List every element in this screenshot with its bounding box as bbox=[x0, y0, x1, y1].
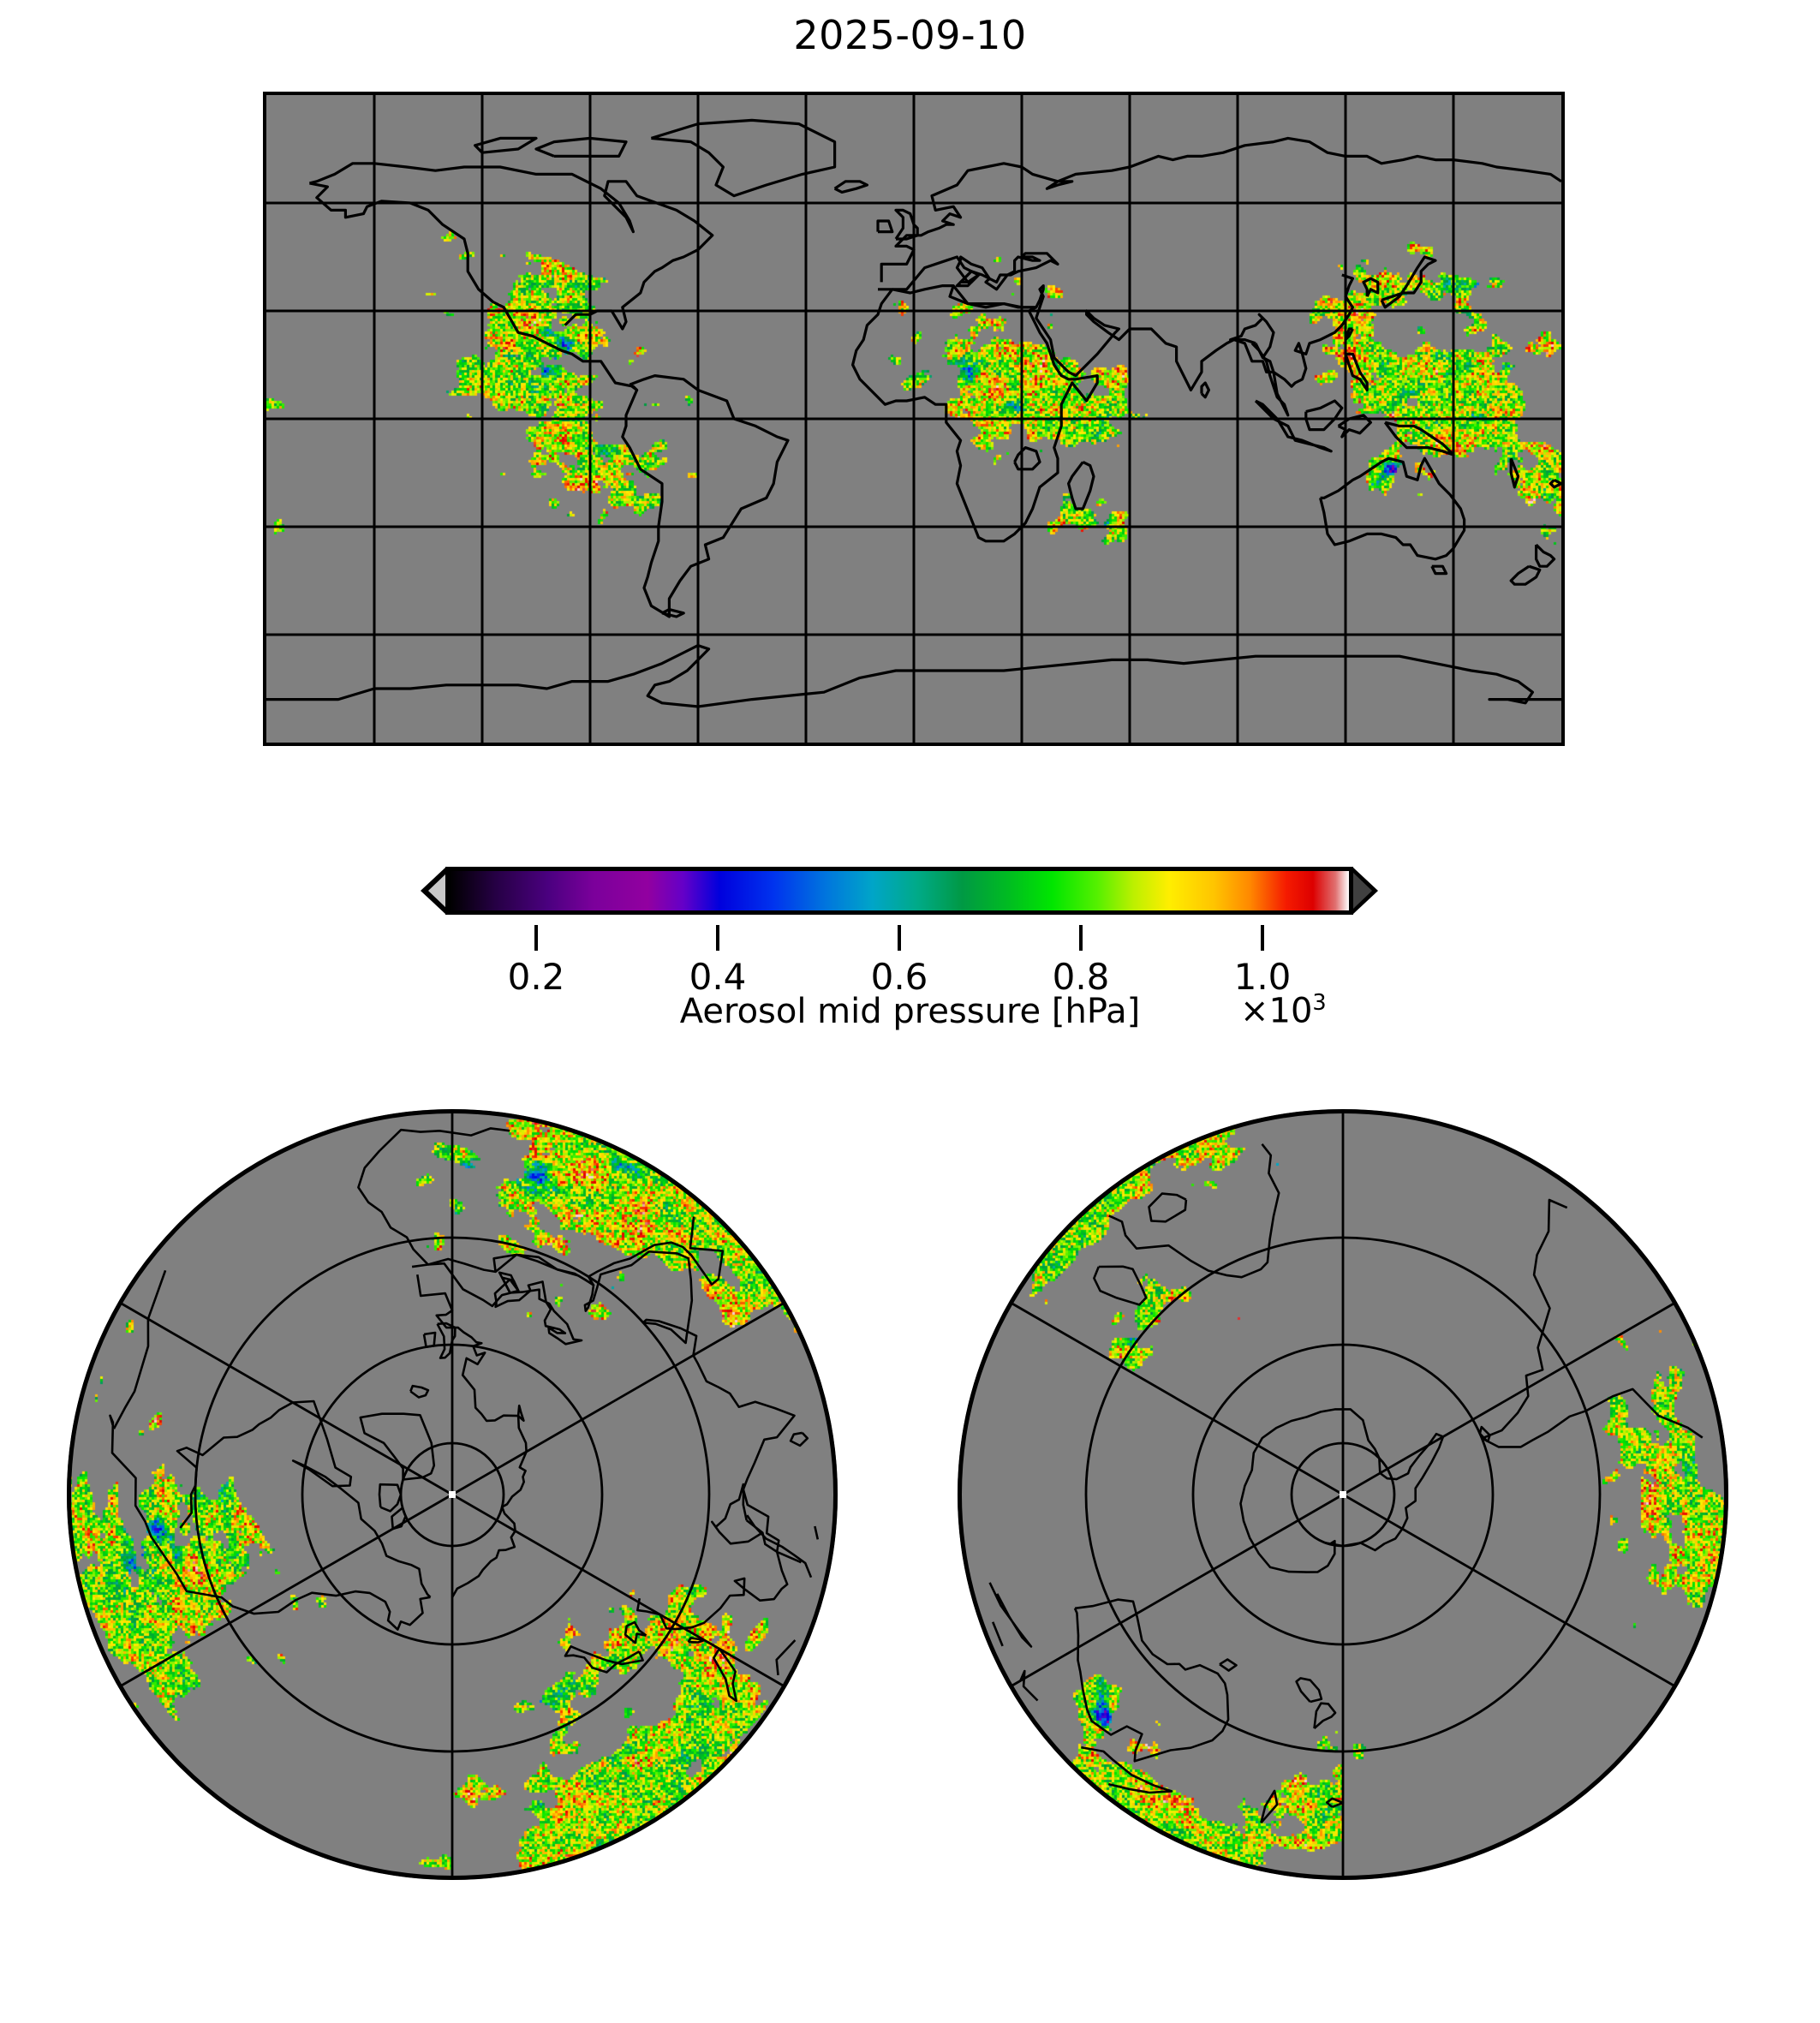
colorbar-tick-label: 0.6 bbox=[870, 956, 928, 998]
colorbar-offset-text: ×103 bbox=[1240, 990, 1327, 1030]
north-polar-panel[interactable] bbox=[67, 1109, 838, 1880]
colorbar-label: Aerosol mid pressure [hPa] bbox=[679, 992, 1141, 1031]
colorbar-offset-base: ×10 bbox=[1240, 991, 1313, 1031]
north-pole-marker bbox=[449, 1491, 456, 1498]
page-title: 2025-09-10 bbox=[793, 12, 1027, 58]
colorbar-gradient bbox=[450, 871, 1349, 910]
colorbar-tick-mark bbox=[1079, 925, 1083, 951]
south-pole-marker bbox=[1340, 1491, 1346, 1498]
colorbar-tick-label: 0.8 bbox=[1052, 956, 1110, 998]
colorbar-tick-label: 0.4 bbox=[689, 956, 747, 998]
north-polar-disc bbox=[67, 1109, 838, 1880]
world-map-data-layer bbox=[266, 95, 1561, 743]
colorbar-under-fill bbox=[428, 873, 447, 909]
colorbar-over-fill bbox=[1353, 873, 1372, 909]
colorbar-tick-label: 1.0 bbox=[1233, 956, 1292, 998]
colorbar-tick-label: 0.2 bbox=[507, 956, 565, 998]
colorbar-gradient-body bbox=[445, 867, 1353, 915]
south-polar-disc bbox=[958, 1109, 1728, 1880]
colorbar-tick-mark bbox=[534, 925, 538, 951]
colorbar[interactable]: 0.2 0.4 0.6 0.8 1.0 Aerosol mid pressure [hP… bbox=[0, 856, 1820, 1031]
colorbar-tick-mark bbox=[898, 925, 901, 951]
colorbar-offset-exponent: 3 bbox=[1312, 990, 1327, 1016]
colorbar-tick-mark bbox=[716, 925, 719, 951]
colorbar-tick-mark bbox=[1261, 925, 1264, 951]
south-polar-panel[interactable] bbox=[958, 1109, 1728, 1880]
colorbar-bar[interactable]: 0.2 0.4 0.6 0.8 1.0 bbox=[421, 867, 1378, 998]
world-map-panel[interactable] bbox=[263, 92, 1565, 746]
